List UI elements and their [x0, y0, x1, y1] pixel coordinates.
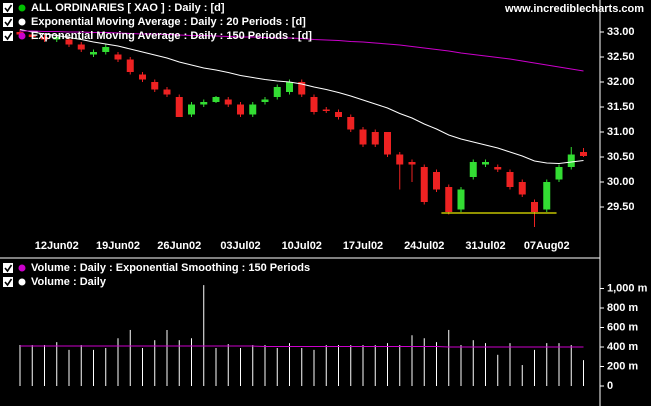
- legend-check: [4, 4, 13, 13]
- candle-body: [396, 154, 404, 165]
- y-tick-label: 31.50: [607, 101, 635, 113]
- watermark: www.incrediblecharts.com: [504, 3, 644, 15]
- candle-body: [237, 104, 244, 115]
- candle-body: [28, 34, 36, 37]
- candle-body: [445, 187, 453, 212]
- candle-body: [249, 104, 257, 115]
- x-tick-label: 12Jun02: [35, 240, 79, 252]
- y-tick-label: 32.50: [607, 51, 635, 63]
- candle-body: [77, 44, 85, 50]
- line-series: [20, 30, 584, 72]
- candle-body: [347, 117, 355, 130]
- candle-body: [580, 152, 587, 156]
- legend-checkbox: [3, 263, 13, 273]
- x-tick-label: 26Jun02: [157, 240, 201, 252]
- y-tick-label: 30.50: [607, 151, 635, 163]
- x-tick-label: 10Jul02: [282, 240, 322, 252]
- candle-body: [457, 189, 465, 210]
- x-tick-label: 19Jun02: [96, 240, 140, 252]
- legend-dot: [18, 264, 26, 272]
- candle-body: [286, 82, 293, 92]
- y-tick-label: 200 m: [607, 360, 638, 372]
- candle-body: [506, 172, 514, 187]
- candle-body: [494, 167, 502, 170]
- y-tick-label: 31.00: [607, 126, 635, 138]
- candle-body: [408, 162, 416, 165]
- candle-body: [151, 82, 159, 90]
- candle-body: [555, 167, 563, 180]
- legend-dot: [18, 32, 26, 40]
- x-tick-label: 17Jul02: [343, 240, 383, 252]
- candle-body: [310, 97, 318, 112]
- y-tick-label: 400 m: [607, 341, 638, 353]
- y-tick-label: 29.50: [607, 201, 635, 213]
- candle-body: [139, 74, 146, 80]
- candle-body: [90, 52, 97, 55]
- candle-body: [298, 82, 306, 95]
- candle-body: [433, 172, 440, 190]
- legend-label: Exponential Moving Average : Daily : 20 …: [31, 16, 306, 28]
- legend-dot: [18, 18, 26, 26]
- legend-label: Exponential Moving Average : Daily : 150…: [31, 30, 312, 42]
- legend-label: Volume : Daily: [31, 276, 107, 288]
- y-tick-label: 0: [607, 380, 613, 392]
- legend-check: [4, 264, 13, 273]
- legend-check: [4, 32, 13, 41]
- candle-body: [384, 132, 391, 155]
- y-tick-label: 600 m: [607, 321, 638, 333]
- candle-body: [41, 37, 48, 40]
- candle-body: [469, 162, 477, 177]
- legend-checkbox: [3, 31, 13, 41]
- candle-body: [175, 97, 183, 117]
- line-series: [19, 29, 584, 165]
- x-tick-label: 31Jul02: [465, 240, 505, 252]
- candle-body: [322, 109, 330, 111]
- candle-body: [371, 132, 379, 145]
- legend-check: [4, 278, 13, 287]
- candle-body: [212, 97, 220, 102]
- x-tick-label: 24Jul02: [404, 240, 444, 252]
- candle-body: [102, 47, 110, 52]
- y-tick-label: 800 m: [607, 302, 638, 314]
- candle-body: [224, 99, 232, 105]
- legend-check: [4, 18, 13, 27]
- candle-body: [114, 54, 122, 60]
- candle-body: [188, 104, 195, 115]
- legend-checkbox: [3, 3, 13, 13]
- candle-body: [163, 89, 171, 95]
- candle-body: [65, 39, 73, 45]
- y-tick-label: 30.00: [607, 176, 635, 188]
- candle-body: [420, 167, 428, 202]
- candle-body: [482, 162, 489, 165]
- legend-checkbox: [3, 277, 13, 287]
- legend-label: ALL ORDINARIES [ XAO ] : Daily : [d]: [31, 2, 225, 14]
- candle-body: [335, 112, 342, 117]
- candle-body: [261, 99, 269, 102]
- y-tick-label: 33.00: [607, 26, 635, 38]
- candle-body: [359, 129, 367, 145]
- candle-body: [518, 182, 526, 195]
- x-tick-label: 07Aug02: [524, 240, 570, 252]
- legend-label: Volume : Daily : Exponential Smoothing :…: [31, 262, 310, 274]
- legend-dot: [18, 278, 26, 286]
- y-tick-label: 1,000 m: [607, 282, 648, 294]
- candle-body: [53, 37, 61, 40]
- candle-body: [200, 102, 208, 105]
- candle-body: [273, 87, 281, 97]
- candle-body: [531, 202, 538, 212]
- legend-dot: [18, 4, 26, 12]
- x-tick-label: 03Jul02: [220, 240, 260, 252]
- line-series: [20, 345, 584, 348]
- y-tick-label: 32.00: [607, 76, 635, 88]
- candle-body: [126, 59, 134, 72]
- legend-checkbox: [3, 17, 13, 27]
- candle-body: [567, 154, 575, 167]
- candle-body: [543, 182, 551, 210]
